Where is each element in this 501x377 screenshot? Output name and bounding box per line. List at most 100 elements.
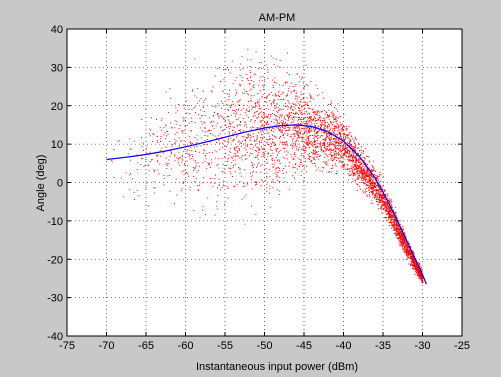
scatter-point xyxy=(294,163,296,165)
scatter-point xyxy=(244,111,246,113)
scatter-point xyxy=(347,135,349,137)
scatter-point xyxy=(206,144,208,145)
scatter-point xyxy=(266,121,268,123)
scatter-point xyxy=(368,187,369,188)
scatter-point xyxy=(388,216,390,218)
scatter-point xyxy=(258,113,260,114)
scatter-point xyxy=(401,228,403,230)
scatter-point xyxy=(307,144,309,146)
scatter-point xyxy=(350,135,352,137)
scatter-point xyxy=(400,239,402,241)
scatter-point xyxy=(225,69,227,71)
scatter-point xyxy=(384,217,386,219)
scatter-point xyxy=(353,143,355,145)
scatter-point xyxy=(421,281,423,283)
scatter-point xyxy=(295,95,297,97)
scatter-point xyxy=(266,183,268,185)
scatter-point xyxy=(209,177,211,179)
scatter-point xyxy=(216,165,218,167)
scatter-point xyxy=(290,90,292,92)
scatter-point xyxy=(342,165,344,167)
scatter-point xyxy=(417,267,419,269)
scatter-point xyxy=(284,127,286,129)
scatter-point xyxy=(375,199,377,200)
scatter-point xyxy=(337,153,339,155)
scatter-point xyxy=(379,174,381,176)
scatter-point xyxy=(378,194,380,195)
scatter-point xyxy=(358,174,360,176)
scatter-point xyxy=(197,102,199,104)
scatter-point xyxy=(220,126,222,128)
scatter-point xyxy=(295,145,297,147)
scatter-point xyxy=(170,97,171,99)
scatter-point xyxy=(367,184,368,186)
scatter-point xyxy=(284,157,286,159)
scatter-point xyxy=(243,107,245,109)
scatter-point xyxy=(338,126,340,128)
scatter-point xyxy=(395,228,397,230)
scatter-point xyxy=(306,142,308,144)
scatter-point xyxy=(324,131,326,133)
scatter-point xyxy=(348,143,350,144)
scatter-point xyxy=(394,219,396,220)
scatter-point xyxy=(287,123,289,125)
scatter-point xyxy=(144,164,146,166)
scatter-point xyxy=(393,221,395,223)
scatter-point xyxy=(339,132,340,134)
scatter-point xyxy=(223,185,225,187)
scatter-point xyxy=(322,135,324,137)
scatter-point xyxy=(291,140,293,142)
scatter-point xyxy=(371,165,373,166)
scatter-point xyxy=(257,93,259,95)
scatter-point xyxy=(316,110,318,112)
scatter-point xyxy=(399,229,401,231)
scatter-point xyxy=(191,90,193,92)
scatter-point xyxy=(353,175,355,176)
scatter-point xyxy=(345,144,346,146)
scatter-point xyxy=(259,62,261,64)
scatter-point xyxy=(236,91,238,93)
scatter-point xyxy=(182,120,184,122)
scatter-point xyxy=(209,117,211,119)
scatter-point xyxy=(176,132,178,134)
scatter-point xyxy=(222,90,224,92)
scatter-point xyxy=(335,145,337,147)
scatter-point xyxy=(171,127,173,129)
scatter-point xyxy=(418,272,420,274)
scatter-point xyxy=(390,210,392,212)
scatter-point xyxy=(227,197,229,199)
scatter-point xyxy=(314,118,316,119)
scatter-point xyxy=(305,120,307,122)
scatter-point xyxy=(389,198,391,200)
scatter-point xyxy=(420,274,422,276)
fit-line xyxy=(106,124,427,285)
scatter-point xyxy=(241,175,243,177)
scatter-point xyxy=(279,108,281,110)
scatter-point xyxy=(254,150,256,152)
scatter-point xyxy=(244,154,246,156)
scatter-point xyxy=(304,108,306,110)
scatter-point xyxy=(216,151,218,153)
scatter-point xyxy=(249,109,251,111)
scatter-point xyxy=(313,152,315,154)
scatter-point xyxy=(279,123,280,125)
scatter-point xyxy=(401,233,403,235)
scatter-point xyxy=(232,83,234,85)
scatter-point xyxy=(282,98,284,100)
scatter-point xyxy=(156,135,158,137)
scatter-point xyxy=(269,149,271,151)
scatter-point xyxy=(372,166,374,168)
scatter-point xyxy=(305,111,307,113)
scatter-point xyxy=(277,116,279,118)
scatter-point xyxy=(415,269,417,270)
scatter-point xyxy=(384,204,386,206)
scatter-point xyxy=(287,145,289,147)
scatter-point xyxy=(289,127,291,128)
scatter-point xyxy=(413,263,415,265)
scatter-point xyxy=(260,76,262,78)
scatter-point xyxy=(273,131,275,132)
scatter-point xyxy=(305,150,307,152)
scatter-point xyxy=(380,207,382,209)
scatter-point xyxy=(313,144,315,146)
scatter-point xyxy=(321,120,323,121)
